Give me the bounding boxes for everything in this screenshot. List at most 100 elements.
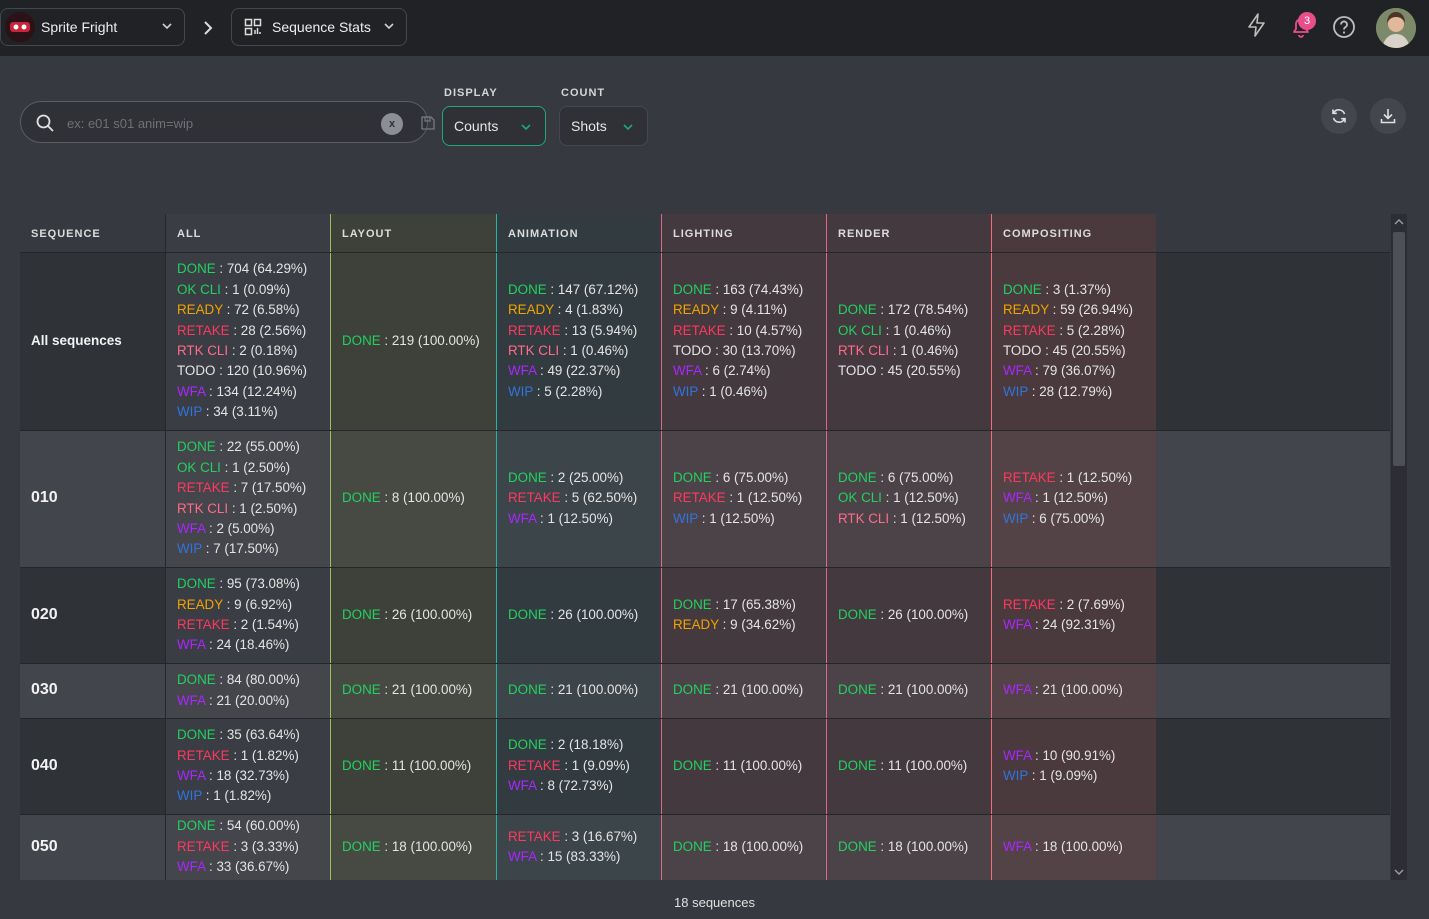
stats-cell[interactable]: DONE : 21 (100.00%) bbox=[662, 663, 826, 718]
scroll-up-icon[interactable] bbox=[1391, 214, 1407, 230]
stats-cell[interactable]: WFA : 18 (100.00%) bbox=[992, 814, 1156, 880]
stats-cell[interactable]: DONE : 147 (67.12%) READY : 4 (1.83%) RETA… bbox=[497, 252, 661, 430]
status-count-line: WFA : 24 (92.31%) bbox=[1003, 615, 1156, 635]
display-select[interactable]: Counts bbox=[442, 106, 546, 146]
search-icon bbox=[36, 114, 54, 132]
stats-cell[interactable]: DONE : 17 (65.38%) READY : 9 (34.62%) bbox=[662, 567, 826, 663]
stats-cell[interactable]: DONE : 172 (78.54%) OK CLI : 1 (0.46%) RTK… bbox=[827, 252, 991, 430]
stats-cell[interactable]: DONE : 2 (18.18%) RETAKE : 1 (9.09%) WFA :… bbox=[497, 718, 661, 814]
status-label: DONE bbox=[177, 727, 216, 743]
search-input[interactable] bbox=[67, 112, 347, 134]
status-label: DONE bbox=[673, 596, 712, 612]
status-count-line: WIP : 1 (12.50%) bbox=[673, 509, 826, 529]
status-value: : 5 (62.50%) bbox=[560, 490, 638, 506]
status-value: : 2 (18.18%) bbox=[546, 737, 624, 753]
status-label: DONE bbox=[177, 576, 216, 592]
stats-cell[interactable]: DONE : 11 (100.00%) bbox=[827, 718, 991, 814]
status-value: : 17 (65.38%) bbox=[711, 596, 796, 612]
status-value: : 6 (2.74%) bbox=[701, 363, 771, 379]
stats-cell[interactable]: DONE : 26 (100.00%) bbox=[331, 567, 496, 663]
user-avatar[interactable] bbox=[1376, 8, 1416, 48]
status-count-line: RETAKE : 1 (12.50%) bbox=[673, 488, 826, 508]
stats-cell[interactable]: DONE : 3 (1.37%) READY : 59 (26.94%) RETAK… bbox=[992, 252, 1156, 430]
stats-cell[interactable]: RETAKE : 1 (12.50%) WFA : 1 (12.50%) WIP :… bbox=[992, 430, 1156, 567]
production-selector[interactable]: Sprite Fright bbox=[0, 8, 185, 46]
status-count-line: RTK CLI : 2 (0.18%) bbox=[177, 341, 330, 361]
status-value: : 219 (100.00%) bbox=[380, 332, 480, 348]
column-header-layout[interactable]: LAYOUT bbox=[342, 228, 393, 240]
stats-cell[interactable]: DONE : 704 (64.29%) OK CLI : 1 (0.09%) REA… bbox=[166, 252, 330, 430]
stats-cell[interactable]: DONE : 18 (100.00%) bbox=[662, 814, 826, 880]
stats-cell[interactable]: DONE : 26 (100.00%) bbox=[827, 567, 991, 663]
status-count-line: DONE : 147 (67.12%) bbox=[508, 280, 661, 300]
status-value: : 4 (1.83%) bbox=[553, 302, 624, 318]
sequence-name[interactable]: 030 bbox=[31, 681, 58, 699]
row-divider bbox=[20, 814, 1390, 815]
column-header-render[interactable]: RENDER bbox=[838, 228, 891, 240]
help-icon[interactable] bbox=[1331, 14, 1357, 40]
status-count-line: RTK CLI : 1 (0.46%) bbox=[508, 341, 661, 361]
stats-cell[interactable]: RETAKE : 3 (16.67%) WFA : 15 (83.33%) bbox=[497, 814, 661, 880]
stats-cell[interactable]: DONE : 84 (80.00%) WFA : 21 (20.00%) bbox=[166, 663, 330, 718]
stats-cell[interactable]: DONE : 35 (63.64%) RETAKE : 1 (1.82%) WFA … bbox=[166, 718, 330, 814]
status-value: : 28 (12.79%) bbox=[1028, 383, 1113, 399]
column-header-all[interactable]: ALL bbox=[177, 228, 202, 240]
lightning-icon[interactable] bbox=[1244, 12, 1270, 38]
status-label: WIP bbox=[1003, 383, 1029, 399]
clear-search-button[interactable]: x bbox=[381, 113, 403, 135]
stats-cell[interactable]: DONE : 95 (73.08%) READY : 9 (6.92%) RETAK… bbox=[166, 567, 330, 663]
stats-cell[interactable]: DONE : 22 (55.00%) OK CLI : 1 (2.50%) RETA… bbox=[166, 430, 330, 567]
status-count-line: READY : 4 (1.83%) bbox=[508, 300, 661, 320]
status-label: RETAKE bbox=[673, 490, 726, 506]
stats-cell[interactable]: WFA : 10 (90.91%) WIP : 1 (9.09%) bbox=[992, 718, 1156, 814]
status-value: : 35 (63.64%) bbox=[215, 727, 300, 743]
sequence-name[interactable]: 040 bbox=[31, 756, 58, 774]
stats-cell[interactable]: DONE : 21 (100.00%) bbox=[497, 663, 661, 718]
stats-cell[interactable]: DONE : 26 (100.00%) bbox=[497, 567, 661, 663]
status-label: RETAKE bbox=[673, 322, 726, 338]
download-button[interactable] bbox=[1370, 98, 1406, 134]
sequence-name[interactable]: All sequences bbox=[31, 332, 122, 348]
status-value: : 1 (12.50%) bbox=[725, 490, 803, 506]
status-count-line: WIP : 1 (0.46%) bbox=[673, 382, 826, 402]
status-label: DONE bbox=[342, 606, 381, 622]
save-search-icon[interactable] bbox=[420, 115, 436, 131]
status-label: WFA bbox=[1003, 747, 1032, 763]
status-count-line: WFA : 21 (100.00%) bbox=[1003, 680, 1156, 700]
stats-cell[interactable]: DONE : 18 (100.00%) bbox=[331, 814, 496, 880]
count-select[interactable]: Shots bbox=[559, 106, 648, 146]
status-value: : 172 (78.54%) bbox=[876, 302, 969, 318]
page-selector[interactable]: Sequence Stats bbox=[231, 8, 407, 46]
stats-cell[interactable]: DONE : 21 (100.00%) bbox=[331, 663, 496, 718]
status-label: DONE bbox=[838, 838, 877, 854]
scroll-down-icon[interactable] bbox=[1391, 864, 1407, 880]
refresh-button[interactable] bbox=[1321, 98, 1357, 134]
sequence-name[interactable]: 020 bbox=[31, 605, 58, 623]
stats-cell[interactable]: DONE : 11 (100.00%) bbox=[662, 718, 826, 814]
stats-cell[interactable]: DONE : 54 (60.00%) RETAKE : 3 (3.33%) WFA … bbox=[166, 814, 330, 880]
status-value: : 9 (4.11%) bbox=[718, 302, 788, 318]
status-label: WIP bbox=[177, 404, 203, 420]
stats-cell[interactable]: RETAKE : 2 (7.69%) WFA : 24 (92.31%) bbox=[992, 567, 1156, 663]
status-value: : 45 (20.55%) bbox=[876, 363, 961, 379]
status-label: WFA bbox=[177, 859, 206, 875]
stats-cell[interactable]: DONE : 6 (75.00%) RETAKE : 1 (12.50%) WIP … bbox=[662, 430, 826, 567]
scrollbar-thumb[interactable] bbox=[1393, 232, 1405, 466]
stats-cell[interactable]: DONE : 2 (25.00%) RETAKE : 5 (62.50%) WFA … bbox=[497, 430, 661, 567]
stats-cell[interactable]: DONE : 219 (100.00%) bbox=[331, 252, 496, 430]
stats-cell[interactable]: WFA : 21 (100.00%) bbox=[992, 663, 1156, 718]
column-header-sequence[interactable]: SEQUENCE bbox=[31, 228, 101, 240]
sequence-name[interactable]: 050 bbox=[31, 837, 58, 855]
stats-cell[interactable]: DONE : 21 (100.00%) bbox=[827, 663, 991, 718]
stats-cell[interactable]: DONE : 163 (74.43%) READY : 9 (4.11%) RETA… bbox=[662, 252, 826, 430]
stats-cell[interactable]: DONE : 11 (100.00%) bbox=[331, 718, 496, 814]
stats-cell[interactable]: DONE : 6 (75.00%) OK CLI : 1 (12.50%) RTK … bbox=[827, 430, 991, 567]
column-header-compositing[interactable]: COMPOSITING bbox=[1003, 228, 1093, 240]
stats-cell[interactable]: DONE : 18 (100.00%) bbox=[827, 814, 991, 880]
status-value: : 8 (72.73%) bbox=[536, 778, 613, 794]
status-label: WFA bbox=[673, 363, 702, 379]
column-header-animation[interactable]: ANIMATION bbox=[508, 228, 579, 240]
stats-cell[interactable]: DONE : 8 (100.00%) bbox=[331, 430, 496, 567]
sequence-name[interactable]: 010 bbox=[31, 489, 58, 507]
column-header-lighting[interactable]: LIGHTING bbox=[673, 228, 734, 240]
